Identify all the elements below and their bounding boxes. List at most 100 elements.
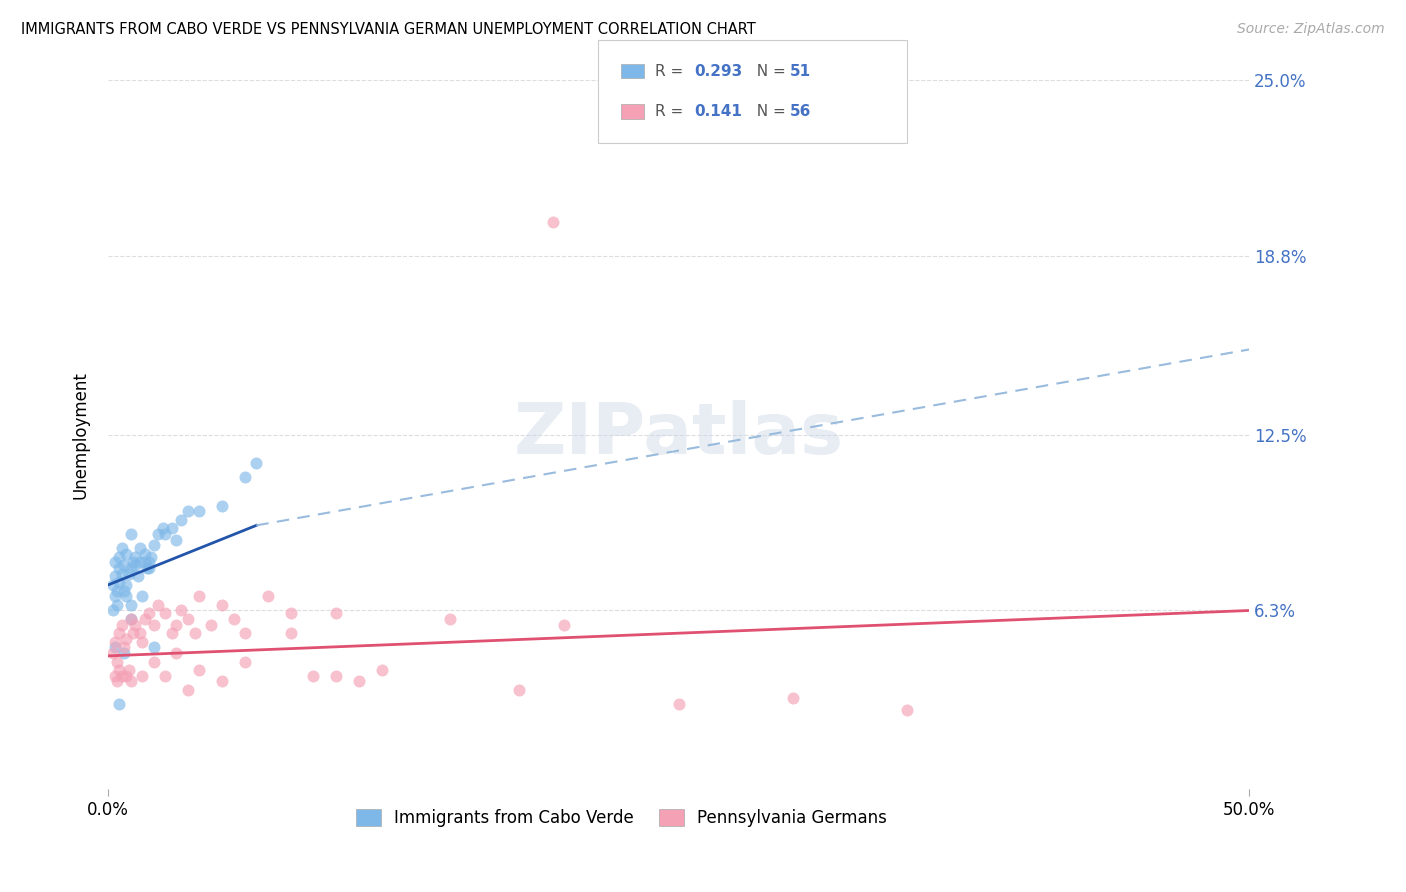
Point	[508, 682, 530, 697]
Point	[170, 603, 193, 617]
Point	[108, 626, 131, 640]
Point	[108, 697, 131, 711]
Point	[108, 663, 131, 677]
Point	[135, 561, 157, 575]
Point	[115, 578, 138, 592]
Text: R =: R =	[655, 64, 689, 78]
Point	[131, 590, 153, 604]
Point	[200, 617, 222, 632]
Point	[104, 669, 127, 683]
Point	[124, 549, 146, 564]
Point	[111, 617, 134, 632]
Point	[177, 682, 200, 697]
Point	[160, 626, 183, 640]
Point	[115, 547, 138, 561]
Point	[111, 566, 134, 581]
Point	[120, 561, 142, 575]
Point	[153, 607, 176, 621]
Point	[115, 669, 138, 683]
Text: N =: N =	[747, 64, 790, 78]
Point	[129, 626, 152, 640]
Point	[115, 632, 138, 646]
Point	[111, 669, 134, 683]
Point	[131, 634, 153, 648]
Point	[104, 590, 127, 604]
Point	[101, 578, 124, 592]
Point	[233, 655, 256, 669]
Point	[325, 607, 347, 621]
Point	[371, 663, 394, 677]
Point	[124, 617, 146, 632]
Point	[245, 456, 267, 470]
Point	[117, 663, 139, 677]
Text: IMMIGRANTS FROM CABO VERDE VS PENNSYLVANIA GERMAN UNEMPLOYMENT CORRELATION CHART: IMMIGRANTS FROM CABO VERDE VS PENNSYLVAN…	[21, 22, 756, 37]
Point	[325, 669, 347, 683]
Point	[142, 655, 165, 669]
Point	[439, 612, 461, 626]
Point	[148, 598, 170, 612]
Point	[101, 646, 124, 660]
Point	[160, 521, 183, 535]
Point	[166, 646, 188, 660]
Text: 0.141: 0.141	[695, 104, 742, 119]
Point	[108, 549, 131, 564]
Point	[124, 558, 146, 573]
Point	[115, 590, 138, 604]
Point	[112, 583, 135, 598]
Point	[105, 655, 128, 669]
Point	[222, 612, 245, 626]
Point	[280, 626, 302, 640]
Point	[233, 626, 256, 640]
Point	[302, 669, 325, 683]
Point	[541, 215, 564, 229]
Point	[233, 470, 256, 484]
Point	[134, 555, 156, 569]
Point	[211, 598, 233, 612]
Point	[211, 499, 233, 513]
Point	[104, 640, 127, 655]
Point	[120, 527, 142, 541]
Point	[104, 555, 127, 569]
Point	[183, 626, 205, 640]
Point	[256, 590, 278, 604]
Point	[177, 612, 200, 626]
Point	[120, 612, 142, 626]
Point	[152, 521, 174, 535]
Point	[166, 533, 188, 547]
Text: 0.293: 0.293	[695, 64, 742, 78]
Point	[188, 590, 211, 604]
Point	[112, 646, 135, 660]
Point	[896, 703, 918, 717]
Point	[188, 663, 211, 677]
Point	[177, 504, 200, 518]
Point	[112, 558, 135, 573]
Point	[108, 561, 131, 575]
Point	[112, 640, 135, 655]
Point	[142, 538, 165, 552]
Text: N =: N =	[747, 104, 790, 119]
Point	[782, 691, 804, 706]
Point	[101, 603, 124, 617]
Point	[127, 569, 149, 583]
Point	[122, 626, 145, 640]
Point	[170, 513, 193, 527]
Point	[153, 527, 176, 541]
Point	[104, 634, 127, 648]
Point	[131, 669, 153, 683]
Point	[138, 561, 160, 575]
Point	[120, 674, 142, 689]
Point	[142, 640, 165, 655]
Legend: Immigrants from Cabo Verde, Pennsylvania Germans: Immigrants from Cabo Verde, Pennsylvania…	[349, 803, 894, 834]
Point	[668, 697, 690, 711]
Text: R =: R =	[655, 104, 689, 119]
Point	[211, 674, 233, 689]
Point	[105, 598, 128, 612]
Point	[142, 617, 165, 632]
Point	[134, 612, 156, 626]
Point	[166, 617, 188, 632]
Point	[138, 555, 160, 569]
Point	[129, 555, 152, 569]
Y-axis label: Unemployment: Unemployment	[72, 371, 89, 499]
Point	[105, 583, 128, 598]
Point	[280, 607, 302, 621]
